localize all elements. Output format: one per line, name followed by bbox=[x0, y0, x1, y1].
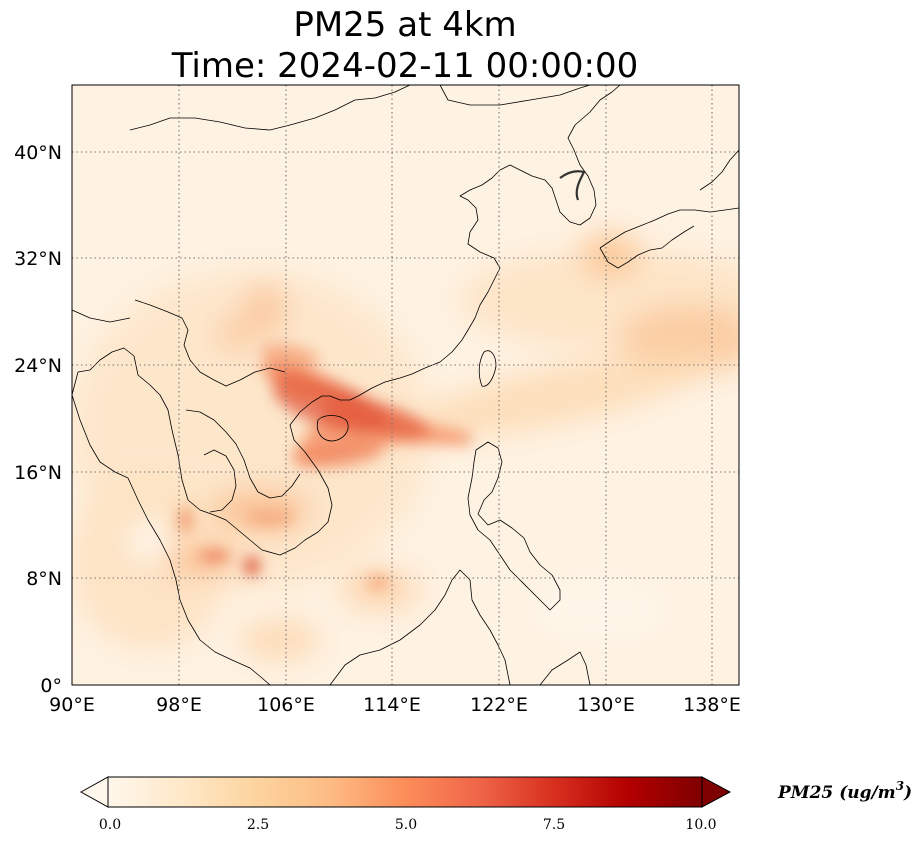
map-panel bbox=[72, 85, 739, 685]
colorbar-label-units: (ug/m bbox=[839, 783, 896, 803]
coastlines-and-borders bbox=[72, 85, 739, 685]
colorbar-extend-low bbox=[79, 776, 109, 808]
colorbar-extend-high bbox=[701, 776, 732, 808]
colorbar-label: PM25 (ug/m3) bbox=[777, 779, 912, 803]
graticule-gridlines bbox=[72, 85, 739, 685]
lon-tick-label: 90°E bbox=[49, 694, 95, 716]
colorbar: 0.0 2.5 5.0 7.5 10.0 bbox=[79, 776, 732, 833]
map-title-line1: PM25 at 4km bbox=[293, 5, 516, 45]
colorbar-label-exponent: 3 bbox=[896, 779, 904, 793]
latitude-tick-labels: 0° 8°N 16°N 24°N 32°N 40°N bbox=[14, 142, 62, 697]
colorbar-tick-label: 0.0 bbox=[99, 817, 121, 833]
lon-tick-label: 130°E bbox=[577, 694, 635, 716]
lat-tick-label: 32°N bbox=[14, 248, 62, 270]
lon-tick-label: 122°E bbox=[470, 694, 528, 716]
colorbar-tick-label: 2.5 bbox=[247, 817, 269, 833]
colorbar-tick-label: 5.0 bbox=[395, 817, 417, 833]
lat-tick-label: 40°N bbox=[14, 142, 62, 164]
lon-tick-label: 106°E bbox=[257, 694, 315, 716]
lon-tick-label: 114°E bbox=[363, 694, 421, 716]
lat-tick-label: 16°N bbox=[14, 462, 62, 484]
lon-tick-label: 98°E bbox=[156, 694, 202, 716]
map-frame bbox=[71, 84, 740, 686]
colorbar-tick-label: 10.0 bbox=[685, 817, 716, 833]
longitude-tick-labels: 90°E 98°E 106°E 114°E 122°E 130°E 138°E bbox=[49, 694, 741, 716]
colorbar-gradient bbox=[107, 776, 703, 808]
map-title-line2: Time: 2024-02-11 00:00:00 bbox=[171, 46, 639, 86]
korea-dmz-line bbox=[559, 170, 586, 201]
lat-tick-label: 0° bbox=[40, 675, 62, 697]
lon-tick-label: 138°E bbox=[683, 694, 741, 716]
pm25-plume-core bbox=[177, 343, 470, 589]
colorbar-label-name: PM25 bbox=[777, 783, 833, 803]
lat-tick-label: 8°N bbox=[26, 568, 62, 590]
lat-tick-label: 24°N bbox=[14, 355, 62, 377]
colorbar-tick-label: 7.5 bbox=[543, 817, 565, 833]
colorbar-label-units-close: ) bbox=[903, 783, 912, 803]
